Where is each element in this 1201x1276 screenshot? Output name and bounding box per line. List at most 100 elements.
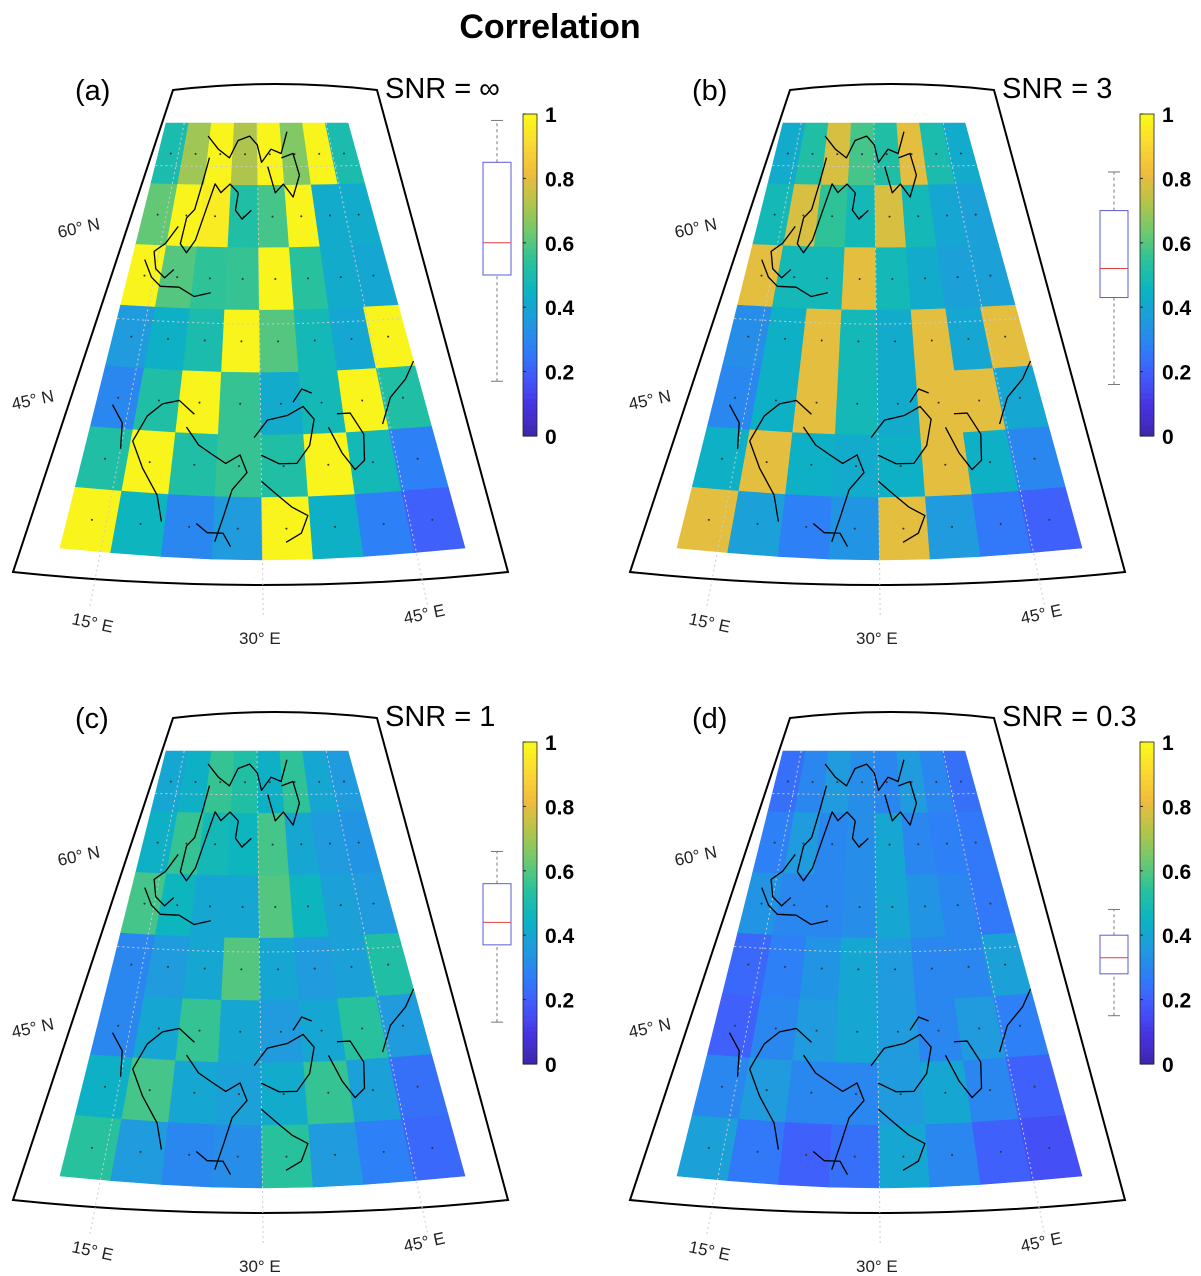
longitude-label: 45° E [1019,601,1064,628]
cell-center-dot [760,274,763,277]
colorbar-segment [1140,962,1154,968]
cell-center-dot [944,463,947,466]
colorbar-segment [523,280,537,287]
colorbar-segment [1140,430,1154,437]
colorbar-segment [523,742,537,748]
colorbar-segment [523,1015,537,1022]
grid-cell [259,999,304,1064]
cell-center-dot [293,153,296,156]
coastline [878,1108,926,1171]
colorbar-segment [1140,323,1154,330]
cell-center-dot [951,1153,954,1156]
colorbar-segment [1140,226,1154,233]
coastline [261,1108,309,1171]
coastline [185,1054,248,1170]
coastline [802,426,865,542]
cell-center-dot [357,841,360,844]
colorbar-segment [523,339,537,346]
map-panel: (d) SNR = 0.3 60° N 45° N 15° E 30° E 45° E 0 0.… [627,701,1192,1276]
colorbar-segment [523,758,537,765]
cell-center-dot [277,340,280,343]
coastline [749,440,780,522]
colorbar-segment [1140,1010,1154,1017]
colorbar-segment [1140,790,1154,797]
cell-center-dot [935,780,938,783]
colorbar-segment [523,999,537,1006]
colorbar-segment [1140,1058,1154,1065]
cell-center-dot [300,843,303,846]
grid-cell [401,486,466,553]
coastline [327,1040,366,1099]
coastline [132,1068,163,1150]
coastline [812,523,849,547]
boxplot-box [482,883,512,946]
cell-center-dot [765,461,768,464]
colorbar-frame [1139,113,1155,437]
cell-center-dot [117,1024,120,1027]
cell-center-dot [350,337,353,340]
panel-label: (c) [75,703,109,735]
cell-center-dot [825,905,828,908]
cell-center-dot [747,963,750,966]
cell-center-dot [328,214,331,217]
colorbar-segment [1140,355,1154,362]
colorbar-segment [523,876,537,883]
colorbar-segment [1140,779,1154,786]
colorbar-tick-label: 0.6 [545,861,574,884]
colorbar-segment [523,419,537,426]
colorbar-segment [523,430,537,437]
colorbar-segment [523,951,537,958]
coastline [870,1033,932,1093]
cell-center-dot [760,902,763,905]
colorbar-segment [1140,114,1154,120]
colorbar-segment [523,801,537,807]
longitude-gridline [89,750,185,1236]
colorbar-segment [523,173,537,179]
cell-center-dot [999,1150,1002,1153]
colorbar-segment [1140,210,1154,217]
cell-center-dot [774,1027,777,1030]
colorbar-segment [523,355,537,362]
colorbar-segment [1140,784,1154,791]
colorbar-segment [1140,1047,1154,1054]
coastline [878,480,926,543]
cell-center-dot [793,904,796,907]
cell-center-dot [815,401,818,404]
coastline [909,388,929,403]
colorbar-segment [523,258,537,265]
cell-center-dot [241,277,244,280]
coastline [381,988,415,1053]
cell-center-dot [139,522,142,525]
cell-center-dot [271,215,274,218]
colorbar-segment [523,940,537,947]
grid-cell [878,1124,931,1189]
coastline [179,157,239,254]
cell-center-dot [811,152,814,155]
colorbar-segment [523,913,537,920]
cell-center-dot [307,905,310,908]
cell-center-dot [387,963,390,966]
colorbar-segment [1140,156,1154,163]
coastline [870,405,932,465]
colorbar-segment [523,205,537,212]
colorbar-segment [523,903,537,909]
coastline [261,480,309,543]
latitude-gridline [155,793,360,796]
coastline [909,1016,929,1031]
cell-center-dot [237,1093,240,1096]
colorbar-segment [1140,903,1154,909]
colorbar-segment [1140,307,1154,314]
coastline [728,1032,740,1077]
colorbar-segment [1140,843,1154,850]
cell-center-dot [802,214,805,217]
cell-center-dot [853,1155,856,1158]
colorbar-segment [523,865,537,872]
cell-center-dot [208,905,211,908]
colorbar-tick-label: 1 [1162,104,1174,127]
colorbar-segment [523,393,537,400]
colorbar-tick-label: 0.8 [1162,796,1192,819]
cell-center-dot [937,1029,940,1032]
cell-center-dot [274,277,277,280]
cell-center-dot [786,780,789,783]
coastline [253,1033,315,1093]
